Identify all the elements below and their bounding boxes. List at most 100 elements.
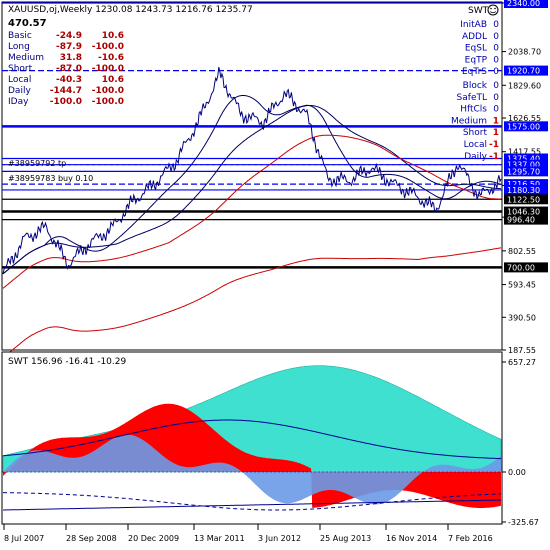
price-axis-label: 1626.55 [508, 114, 541, 123]
stat-value-2: 10.6 [102, 31, 124, 41]
stat-label: IDay [8, 97, 29, 107]
signal-value: 0 [493, 44, 499, 54]
oscillator-axis-label: 0.00 [508, 468, 526, 477]
signal-label: EqTP [465, 55, 488, 65]
oscillator-bottom-line [3, 499, 501, 511]
level-tag-box [504, 194, 548, 205]
signal-value: 0 [493, 55, 499, 65]
signal-value: -1 [489, 152, 499, 162]
price-axis-label: 2038.70 [508, 48, 541, 57]
indicator-value: 470.57 [8, 18, 47, 29]
oscillator-axis-label: -325.67 [508, 518, 539, 527]
level-tag-box [504, 179, 548, 190]
stat-value-1: -40.3 [56, 75, 82, 85]
stat-value-1: -144.7 [50, 86, 82, 96]
price-axis-label: 187.55 [508, 346, 536, 355]
signal-value: 0 [493, 105, 499, 115]
ma-red-long-line [2, 247, 502, 359]
order-label-buy: #38959783 buy 0.10 [8, 174, 93, 183]
time-axis: 8 Jul 2007 28 Sep 2008 20 Dec 2009 13 Mar 2… [3, 524, 493, 543]
signal-value: -1 [489, 140, 499, 150]
level-tag-label: 1046.30 [507, 208, 540, 217]
oscillator-axis: 657.27 0.00 -325.67 [502, 358, 539, 527]
time-axis-label: 20 Dec 2009 [128, 534, 179, 543]
ma-fast-line [2, 95, 502, 275]
stat-label: Basic [8, 31, 32, 41]
oscillator-lower-dashed-line [3, 492, 501, 511]
level-tag-label: 1337.00 [507, 161, 540, 170]
oscillator-blue-area [3, 434, 501, 505]
stat-value-2: 10.6 [102, 75, 124, 85]
price-axis-label: 593.45 [508, 281, 536, 290]
stat-label: Short [8, 64, 33, 74]
signal-value: 1 [493, 128, 499, 138]
signal-label: InitAB [460, 20, 487, 30]
moving-average-lines [2, 95, 502, 359]
time-axis-label: 25 Aug 2013 [320, 534, 371, 543]
signal-value: 0 [493, 67, 499, 77]
stat-label: Long [8, 42, 30, 52]
stat-value-1: -87.0 [56, 64, 82, 74]
level-tag-box [504, 153, 548, 164]
signal-label: HftCls [460, 105, 487, 115]
signal-label: Block [463, 81, 488, 91]
stat-value-1: 31.8 [60, 53, 82, 63]
signal-label: Medium [451, 116, 487, 126]
signal-label: Short [463, 128, 488, 138]
level-tag-label: 1375.40 [507, 155, 540, 164]
level-tag-label: 700.00 [507, 263, 535, 272]
level-tag-label: 996.40 [507, 216, 535, 225]
level-tag-box [504, 65, 548, 76]
signal-label: Daily [464, 152, 487, 162]
smiley-icon [487, 4, 499, 16]
time-axis-label: 7 Feb 2016 [448, 534, 493, 543]
level-tag-box [504, 214, 548, 225]
stat-label: Daily [8, 86, 31, 96]
price-level-tags: 2340.00 1920.70 1575.00 1375.401337.001295.… [504, 0, 548, 273]
price-axis-label: 1417.55 [508, 148, 541, 157]
oscillator-panel[interactable]: SWT 156.96 -16.41 -10.29 [1, 351, 503, 525]
signal-value: 1 [493, 116, 499, 126]
signal-label: ADDL [462, 32, 487, 42]
level-tag-box [504, 0, 548, 8]
stat-value-2: -100.0 [92, 86, 124, 96]
signal-value: 0 [493, 20, 499, 30]
stat-value-2: -100.0 [92, 97, 124, 107]
level-tag-label: 1180.30 [507, 186, 540, 195]
price-axis-label: 802.55 [508, 247, 536, 256]
stat-value-1: -24.9 [56, 31, 82, 41]
level-tag-label: 2340.00 [507, 0, 540, 8]
signal-label: SafeTL [457, 93, 487, 103]
time-axis-label: 13 Mar 2011 [194, 534, 245, 543]
stat-label: Medium [8, 53, 44, 63]
time-axis-label: 3 Jun 2012 [258, 534, 301, 543]
signal-value: 0 [493, 93, 499, 103]
oscillator-areas [2, 365, 502, 511]
time-axis-label: 8 Jul 2007 [4, 534, 44, 543]
level-tag-label: 1216.50 [507, 180, 540, 189]
signal-label: EqSL [465, 44, 487, 54]
level-tag-box [504, 159, 548, 170]
signals-panel: InitAB 0 ADDL 0 EqSL 0 EqTP 0 EqTrS 0 Block 0 SafeTL… [451, 20, 499, 162]
stat-value-1: -87.9 [56, 42, 82, 52]
swt-label: SWT [468, 6, 489, 16]
level-tag-label: 1920.70 [507, 67, 540, 76]
order-lines [2, 164, 502, 172]
main-price-panel[interactable]: XAUUSD,oj,Weekly 1230.08 1243.73 1216.76… [1, 1, 503, 359]
stat-value-1: -100.0 [50, 97, 82, 107]
stat-label: Local [8, 75, 31, 85]
time-axis-label: 28 Sep 2008 [66, 534, 117, 543]
signal-value: 0 [493, 81, 499, 91]
level-tag-label: 1575.00 [507, 122, 540, 131]
level-tag-box [504, 206, 548, 217]
price-axis-label: 390.50 [508, 313, 536, 322]
price-series-line [2, 66, 502, 274]
level-tag-box [504, 184, 548, 195]
level-tag-box [504, 121, 548, 132]
oscillator-axis-label: 657.27 [508, 358, 536, 367]
stat-value-2: -100.0 [92, 42, 124, 52]
level-tag-box [504, 166, 548, 177]
order-label-tp: #38959792 tp [8, 159, 66, 168]
